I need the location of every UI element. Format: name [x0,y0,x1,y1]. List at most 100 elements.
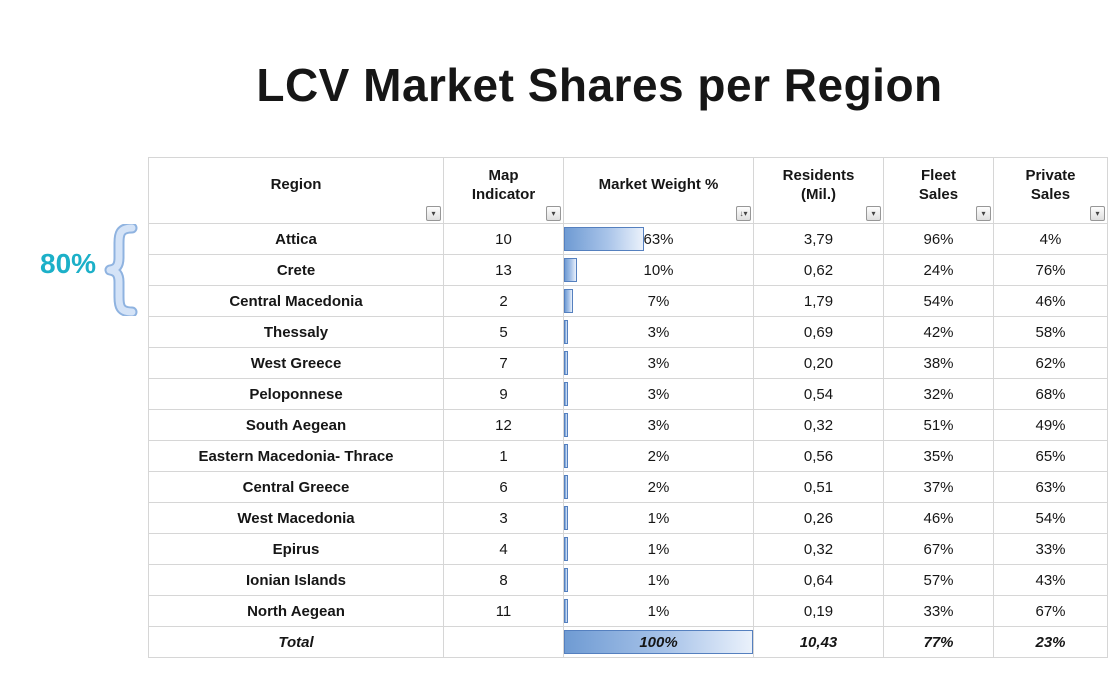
region-cell: West Greece [148,347,444,379]
fleet-sales-cell: 67% [883,533,994,565]
market-weight-databar [564,444,568,468]
private-sales-cell: 63% [993,471,1108,503]
map-indicator-cell: 5 [443,316,564,348]
residents-mil-cell: 0,20 [753,347,884,379]
market-weight-label-cell: 2% [563,440,754,472]
col-header-label: Region [270,176,322,194]
group-label: 80% [40,248,97,279]
private-sales-cell: 65% [993,440,1108,472]
residents-mil-cell: 0,69 [753,316,884,348]
fleet-sales-cell: 32% [883,378,994,410]
header-row: Region ▾ Map Indicator ▾ Market Weight %… [148,157,1108,224]
col-header-map-indicator: Map Indicator ▾ [443,157,564,224]
table-row: South Aegean 12 3% 0,32 51% 49% [148,409,1108,441]
market-weight-label-cell: 10% [563,254,754,286]
map-indicator-cell: 6 [443,471,564,503]
market-weight-label-cell: 3% [563,316,754,348]
market-weight-value: 100% [639,633,678,651]
market-weight-value: 3% [647,385,670,403]
col-header-label: Map Indicator [471,166,536,203]
market-weight-databar [564,568,568,592]
fleet-sales-cell: 24% [883,254,994,286]
fleet-sales-cell: 38% [883,347,994,379]
market-weight-label-cell: 3% [563,409,754,441]
filter-button-map-indicator[interactable]: ▾ [546,206,561,221]
region-cell: Attica [148,223,444,255]
market-weight-label-cell: 1% [563,564,754,596]
table-row: Crete 13 10% 0,62 24% 76% [148,254,1108,286]
table-row: Ionian Islands 8 1% 0,64 57% 43% [148,564,1108,596]
map-indicator-cell: 10 [443,223,564,255]
region-cell: Ionian Islands [148,564,444,596]
market-weight-databar [564,537,568,561]
residents-mil-cell: 1,79 [753,285,884,317]
col-header-label: Private Sales [1025,166,1076,203]
table-row: Central Macedonia 2 7% 1,79 54% 46% [148,285,1108,317]
region-cell: Central Greece [148,471,444,503]
map-indicator-cell: 2 [443,285,564,317]
market-weight-databar [564,506,568,530]
fleet-sales-cell: 54% [883,285,994,317]
market-weight-databar [564,382,568,406]
filter-button-residents[interactable]: ▾ [866,206,881,221]
residents-mil-cell: 0,32 [753,409,884,441]
col-header-market-weight: Market Weight % ↓▾ [563,157,754,224]
residents-mil-cell: 0,26 [753,502,884,534]
market-weight-databar [564,630,753,654]
residents-mil-cell: 0,54 [753,378,884,410]
region-cell: Epirus [148,533,444,565]
market-weight-value: 2% [647,478,670,496]
market-weight-databar [564,413,568,437]
market-weight-value: 63% [643,230,674,248]
private-sales-cell: 4% [993,223,1108,255]
market-weight-label-cell: 3% [563,378,754,410]
fleet-sales-cell: 37% [883,471,994,503]
map-indicator-cell: 3 [443,502,564,534]
map-indicator-cell: 1 [443,440,564,472]
fleet-sales-cell: 77% [883,626,994,658]
col-header-label: Market Weight % [598,176,719,194]
filter-button-region[interactable]: ▾ [426,206,441,221]
col-header-label: Residents (Mil.) [782,166,855,203]
filter-button-fleet-sales[interactable]: ▾ [976,206,991,221]
market-weight-value: 3% [647,354,670,372]
private-sales-cell: 33% [993,533,1108,565]
residents-mil-cell: 0,32 [753,533,884,565]
market-weight-databar [564,227,644,251]
region-cell: Total [148,626,444,658]
private-sales-cell: 54% [993,502,1108,534]
col-header-label: Fleet Sales [918,166,959,203]
table-row: North Aegean 11 1% 0,19 33% 67% [148,595,1108,627]
residents-mil-cell: 0,51 [753,471,884,503]
market-weight-label-cell: 63% [563,223,754,255]
region-cell: North Aegean [148,595,444,627]
table-body: Attica 10 63% 3,79 96% 4% Crete 13 10% 0,62 24% 76%… [148,223,1108,658]
map-indicator-cell: 11 [443,595,564,627]
region-cell: West Macedonia [148,502,444,534]
market-weight-label-cell: 100% [563,626,754,658]
filter-button-private-sales[interactable]: ▾ [1090,206,1105,221]
market-weight-label-cell: 3% [563,347,754,379]
market-weight-databar [564,599,568,623]
fleet-sales-cell: 96% [883,223,994,255]
filter-sort-button-market-weight[interactable]: ↓▾ [736,206,751,221]
market-weight-databar [564,258,577,282]
market-weight-value: 1% [647,602,670,620]
total-row: Total 100% 10,43 77% 23% [148,626,1108,658]
map-indicator-cell: 8 [443,564,564,596]
col-header-residents: Residents (Mil.) ▾ [753,157,884,224]
private-sales-cell: 23% [993,626,1108,658]
region-cell: Crete [148,254,444,286]
market-weight-label-cell: 2% [563,471,754,503]
private-sales-cell: 67% [993,595,1108,627]
page-title: LCV Market Shares per Region [256,59,943,111]
residents-mil-cell: 3,79 [753,223,884,255]
map-indicator-cell [443,626,564,658]
region-cell: Central Macedonia [148,285,444,317]
fleet-sales-cell: 46% [883,502,994,534]
private-sales-cell: 49% [993,409,1108,441]
private-sales-cell: 58% [993,316,1108,348]
market-weight-label-cell: 1% [563,533,754,565]
market-weight-label-cell: 7% [563,285,754,317]
market-weight-label-cell: 1% [563,595,754,627]
